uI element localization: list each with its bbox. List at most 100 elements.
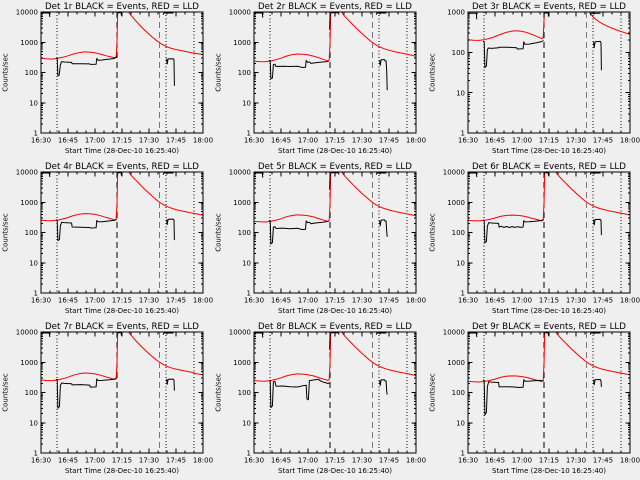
y-tick-label: 100 — [451, 49, 464, 57]
y-tick-label: 10 — [456, 419, 465, 427]
series-group — [40, 171, 203, 242]
events-curve — [329, 172, 340, 190]
events-curve — [162, 332, 174, 335]
x-tick-label: 16:30 — [458, 296, 478, 304]
x-tick-label: 18:00 — [193, 456, 213, 464]
subplot-det-1r: Det 1r BLACK = Events, RED = LLD 16:30 16:… — [0, 0, 213, 160]
subplot-det-2r: Det 2r BLACK = Events, RED = LLD 16:30 16:… — [213, 0, 427, 160]
x-tick-label: 17:15 — [112, 136, 132, 144]
x-tick-label: 16:45 — [271, 136, 291, 144]
plot-title: Det 1r BLACK = Events, RED = LLD — [45, 1, 199, 11]
plot-frame — [467, 331, 631, 454]
y-tick-label: 10 — [242, 259, 251, 267]
x-tick-label: 17:00 — [85, 456, 105, 464]
reference-lines — [483, 172, 622, 293]
y-tick-label: 10000 — [442, 329, 464, 337]
y-tick-label: 10000 — [442, 169, 464, 177]
x-axis-label: Start Time (28-Dec-10 16:25:40) — [492, 147, 606, 155]
y-tick-label: 1000 — [234, 199, 252, 207]
events-curve — [162, 172, 174, 175]
events-curve — [269, 378, 331, 408]
x-tick-label: 17:30 — [139, 136, 159, 144]
y-tick-label: 1000 — [447, 9, 465, 17]
x-tick-label: 17:45 — [593, 136, 613, 144]
x-tick-label: 17:45 — [593, 456, 613, 464]
plot-title: Det 3r BLACK = Events, RED = LLD — [472, 1, 626, 11]
x-tick-label: 18:00 — [406, 136, 426, 144]
y-axis-label: Counts/sec — [1, 373, 9, 412]
y-tick-label: 1000 — [447, 359, 465, 367]
x-tick-label: 17:30 — [566, 296, 586, 304]
lld-curve — [467, 11, 630, 41]
lld-curve — [40, 331, 203, 382]
events-curve — [468, 172, 477, 178]
x-tick-label: 16:45 — [485, 136, 505, 144]
y-tick-label: 100 — [451, 389, 464, 397]
events-curve — [543, 12, 549, 18]
x-tick-label: 17:30 — [352, 296, 372, 304]
y-tick-label: 100 — [238, 69, 251, 77]
plot-title: Det 2r BLACK = Events, RED = LLD — [258, 1, 412, 11]
x-tick-label: 17:15 — [112, 296, 132, 304]
events-curve — [41, 172, 51, 178]
events-curve — [482, 219, 544, 244]
events-curve — [41, 12, 51, 18]
events-curve — [41, 332, 51, 338]
lld-curve — [467, 171, 630, 222]
x-tick-label: 16:45 — [485, 456, 505, 464]
y-tick-label: 1000 — [447, 199, 465, 207]
labels: Det 3r BLACK = Events, RED = LLD 16:30 16:… — [428, 1, 640, 155]
y-axis-label: Counts/sec — [428, 213, 436, 252]
plot-title: Det 8r BLACK = Events, RED = LLD — [258, 321, 412, 331]
events-curve — [116, 332, 122, 337]
y-axis-label: Counts/sec — [1, 213, 9, 252]
series-group — [254, 171, 417, 245]
events-curve — [379, 219, 389, 237]
x-axis-label: Start Time (28-Dec-10 16:25:40) — [278, 467, 392, 475]
plot-frame — [40, 331, 204, 454]
events-curve — [269, 220, 330, 245]
events-curve — [482, 40, 544, 68]
y-tick-label: 10000 — [16, 329, 38, 337]
series-group — [467, 11, 630, 71]
x-tick-label: 18:00 — [406, 456, 426, 464]
x-tick-label: 17:00 — [85, 296, 105, 304]
subplot-det-8r: Det 8r BLACK = Events, RED = LLD 16:30 16:… — [213, 320, 427, 480]
events-curve — [166, 58, 175, 86]
reference-lines — [56, 12, 195, 133]
x-tick-label: 17:30 — [139, 296, 159, 304]
events-curve — [468, 12, 477, 20]
reference-lines — [483, 12, 622, 133]
y-tick-label: 1 — [460, 130, 464, 138]
axes — [467, 171, 631, 294]
x-tick-label: 17:30 — [566, 136, 586, 144]
x-tick-label: 17:00 — [512, 456, 532, 464]
labels: Det 2r BLACK = Events, RED = LLD 16:30 16:… — [215, 1, 427, 155]
events-curve — [589, 172, 601, 175]
labels: Det 9r BLACK = Events, RED = LLD 16:30 16:… — [428, 321, 640, 475]
x-tick-label: 17:45 — [166, 456, 186, 464]
plot-frame — [253, 11, 417, 134]
events-curve — [379, 59, 389, 91]
events-curve — [329, 12, 340, 30]
x-tick-label: 16:45 — [58, 456, 78, 464]
events-curve — [543, 172, 549, 177]
events-curve — [543, 332, 549, 337]
chart-canvas: Det 1r BLACK = Events, RED = LLD 16:30 16:… — [1, 1, 213, 155]
x-tick-label: 18:00 — [193, 136, 213, 144]
reference-lines — [56, 172, 195, 293]
x-tick-label: 18:00 — [406, 296, 426, 304]
y-tick-label: 1 — [34, 450, 38, 458]
x-axis-label: Start Time (28-Dec-10 16:25:40) — [65, 467, 179, 475]
x-tick-label: 18:00 — [193, 296, 213, 304]
events-curve — [379, 379, 389, 395]
plot-frame — [40, 11, 204, 134]
x-tick-label: 17:45 — [593, 296, 613, 304]
series-group — [467, 331, 630, 416]
subplot-det-7r: Det 7r BLACK = Events, RED = LLD 16:30 16:… — [0, 320, 213, 480]
subplot-det-5r: Det 5r BLACK = Events, RED = LLD 16:30 16:… — [213, 160, 427, 320]
events-curve — [589, 332, 601, 335]
events-curve — [376, 12, 387, 15]
events-curve — [162, 12, 174, 15]
